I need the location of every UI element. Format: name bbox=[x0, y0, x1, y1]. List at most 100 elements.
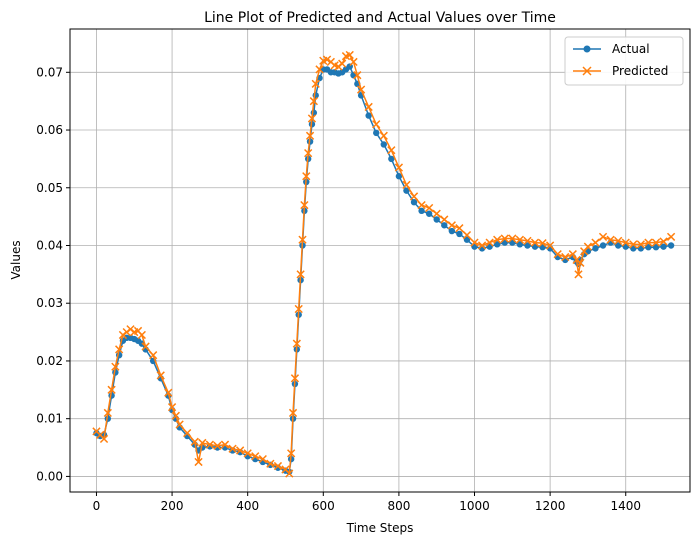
data-point bbox=[432, 209, 441, 218]
data-point bbox=[598, 232, 608, 241]
data-point bbox=[463, 236, 471, 243]
x-tick-label: 1200 bbox=[535, 499, 566, 513]
data-point bbox=[311, 79, 320, 88]
data-point bbox=[599, 242, 607, 249]
data-point bbox=[373, 129, 380, 137]
data-point bbox=[425, 210, 433, 217]
data-point bbox=[645, 244, 652, 251]
data-point bbox=[583, 45, 591, 53]
data-point bbox=[644, 238, 653, 247]
legend-label: Predicted bbox=[612, 64, 668, 78]
data-point bbox=[477, 241, 487, 250]
data-point bbox=[251, 452, 260, 461]
data-point bbox=[636, 240, 645, 249]
data-point bbox=[111, 362, 120, 371]
data-point bbox=[409, 192, 419, 201]
legend-item-predicted: Predicted bbox=[573, 64, 668, 78]
x-tick-label: 600 bbox=[312, 499, 335, 513]
series-predicted bbox=[92, 50, 676, 478]
data-point bbox=[141, 342, 150, 351]
x-tick-label: 1000 bbox=[459, 499, 490, 513]
legend-label: Actual bbox=[612, 42, 650, 56]
data-point bbox=[417, 200, 426, 210]
data-point bbox=[402, 180, 411, 190]
x-tick-label: 0 bbox=[93, 499, 101, 513]
data-point bbox=[425, 203, 434, 213]
data-point bbox=[258, 454, 267, 464]
data-point bbox=[372, 120, 381, 129]
data-point bbox=[175, 420, 184, 429]
data-point bbox=[288, 408, 298, 418]
data-point bbox=[356, 85, 366, 94]
data-point bbox=[493, 241, 501, 248]
data-point bbox=[137, 330, 146, 340]
data-point bbox=[523, 236, 532, 246]
y-tick-label: 0.07 bbox=[36, 65, 63, 79]
data-point bbox=[568, 250, 577, 259]
data-point bbox=[530, 238, 540, 247]
data-point bbox=[220, 440, 230, 449]
data-point bbox=[115, 345, 124, 354]
data-point bbox=[516, 241, 524, 248]
data-point bbox=[462, 230, 472, 240]
data-point bbox=[294, 304, 303, 314]
y-tick-label: 0.04 bbox=[36, 238, 63, 252]
data-point bbox=[107, 385, 116, 394]
x-tick-label: 1400 bbox=[610, 499, 641, 513]
data-point bbox=[561, 252, 570, 262]
data-point bbox=[583, 242, 593, 251]
data-point bbox=[183, 428, 192, 438]
data-point bbox=[652, 244, 660, 251]
data-point bbox=[651, 238, 661, 247]
data-point bbox=[156, 371, 165, 380]
data-point bbox=[410, 198, 418, 206]
data-point bbox=[364, 102, 373, 112]
data-point bbox=[353, 71, 362, 80]
data-point bbox=[379, 131, 388, 140]
y-tick-label: 0.03 bbox=[36, 296, 63, 310]
data-point bbox=[285, 469, 294, 478]
data-point bbox=[660, 243, 667, 250]
data-point bbox=[194, 457, 203, 467]
data-point bbox=[538, 239, 547, 248]
data-point bbox=[387, 146, 396, 155]
data-point bbox=[99, 434, 109, 444]
data-point bbox=[273, 461, 283, 471]
y-tick-label: 0.01 bbox=[36, 412, 63, 426]
y-tick-label: 0.00 bbox=[36, 469, 63, 483]
legend: Actual Predicted bbox=[564, 36, 684, 86]
data-point bbox=[394, 163, 404, 172]
data-point bbox=[591, 238, 600, 247]
data-point bbox=[290, 374, 300, 383]
chart-title: Line Plot of Predicted and Actual Values… bbox=[204, 10, 556, 26]
data-point bbox=[485, 238, 494, 247]
data-point bbox=[302, 172, 311, 181]
data-point bbox=[292, 339, 301, 348]
data-point bbox=[338, 59, 347, 68]
data-point bbox=[309, 97, 318, 106]
data-point bbox=[515, 235, 525, 244]
y-tick-label: 0.05 bbox=[36, 181, 63, 195]
x-tick-label: 400 bbox=[236, 499, 259, 513]
data-point bbox=[614, 236, 623, 246]
data-point bbox=[205, 440, 215, 449]
legend-item-actual: Actual bbox=[573, 42, 650, 56]
data-point bbox=[614, 242, 622, 249]
plot-frame bbox=[69, 28, 691, 493]
data-point bbox=[592, 245, 599, 252]
data-point bbox=[493, 235, 502, 244]
data-point bbox=[455, 224, 464, 233]
data-point bbox=[606, 235, 615, 244]
data-point bbox=[666, 232, 676, 241]
data-point bbox=[305, 131, 315, 140]
data-point bbox=[629, 240, 638, 249]
data-point bbox=[213, 441, 222, 450]
data-point bbox=[243, 449, 252, 458]
x-tick-label: 800 bbox=[387, 499, 410, 513]
data-point bbox=[508, 234, 517, 243]
data-point bbox=[576, 258, 585, 267]
data-point bbox=[228, 444, 237, 453]
data-point bbox=[659, 237, 668, 246]
data-point bbox=[447, 221, 456, 230]
